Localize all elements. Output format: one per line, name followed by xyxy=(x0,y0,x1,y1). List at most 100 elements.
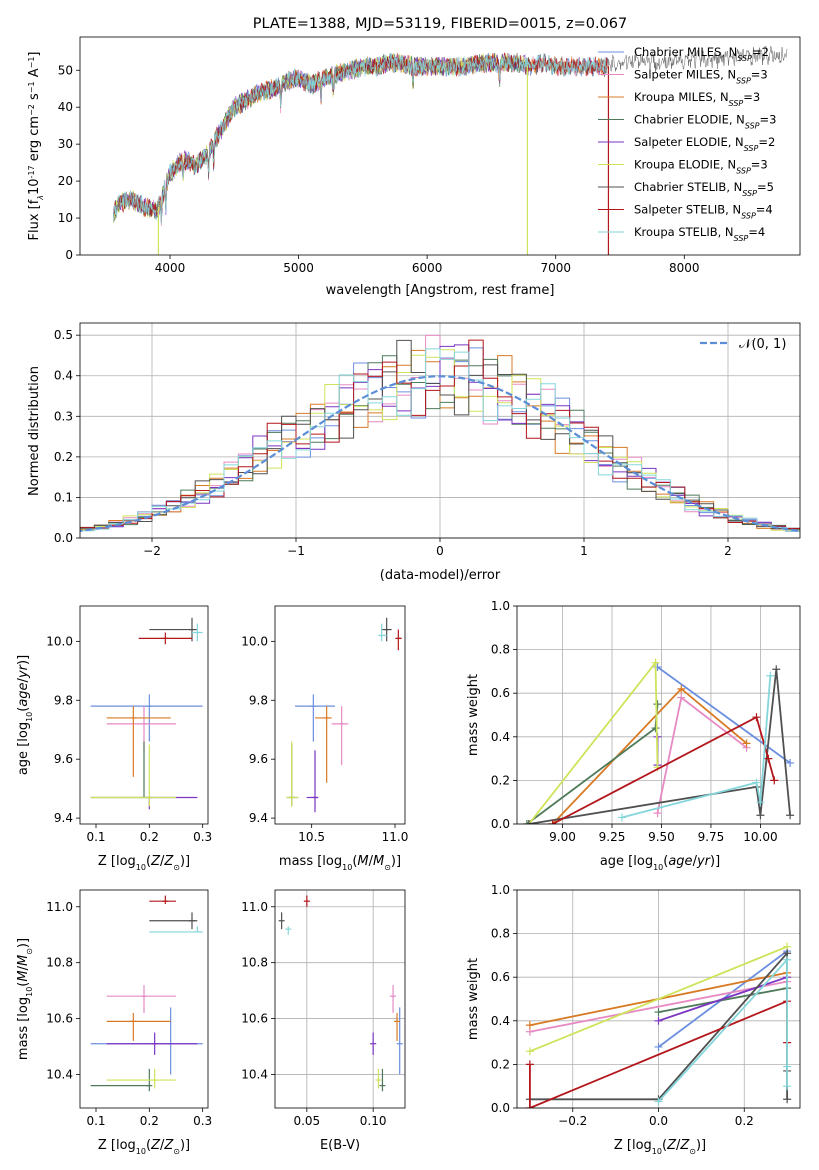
y-tick-label: 0.5 xyxy=(54,328,73,342)
legend-entry: Chabrier STELIB, NSSP=5 xyxy=(634,180,774,198)
x-tick-label: 10.5 xyxy=(298,830,325,844)
x-tick-label: 9.75 xyxy=(698,830,725,844)
x-tick-label: 0.2 xyxy=(140,830,159,844)
weight-marker xyxy=(766,671,775,680)
plot-area-mass_vs_Z xyxy=(90,895,203,1092)
gaussian-curve xyxy=(80,375,800,533)
weight-marker xyxy=(742,739,751,748)
x-tick-label: −1 xyxy=(287,544,305,558)
axes-frame xyxy=(274,605,406,825)
weight-marker xyxy=(654,1016,663,1025)
y-axis-label: mass weight xyxy=(466,958,481,1040)
weight-line-3 xyxy=(658,987,788,1013)
x-tick-label: 0.10 xyxy=(360,1114,387,1128)
x-tick-label: 10.00 xyxy=(743,830,777,844)
x-axis-label: E(B-V) xyxy=(320,1138,360,1153)
weight-marker xyxy=(524,820,533,824)
axes-frame xyxy=(516,889,801,1109)
y-axis-label: mass weight xyxy=(466,674,481,756)
weight-line-5 xyxy=(529,945,788,1053)
axes-frame xyxy=(516,605,801,825)
y-tick-label: 10 xyxy=(58,211,73,225)
y-tick-label: 11.0 xyxy=(241,900,268,914)
spectrum-line-3 xyxy=(113,53,531,221)
y-tick-label: 9.8 xyxy=(249,693,268,707)
axes-frame xyxy=(79,322,801,539)
y-tick-label: 0.8 xyxy=(491,643,510,657)
y-tick-label: 0.4 xyxy=(491,730,510,744)
y-tick-label: 0.2 xyxy=(54,450,73,464)
y-tick-label: 0.4 xyxy=(491,1014,510,1028)
weight-marker xyxy=(783,1095,792,1104)
y-tick-label: 10.8 xyxy=(241,956,268,970)
legend-entry: Chabrier MILES, NSSP=2 xyxy=(634,45,769,63)
weight-marker xyxy=(677,693,686,702)
weight-marker xyxy=(653,809,662,818)
plot-area-age_vs_mass xyxy=(286,617,402,813)
spectrum-line-8 xyxy=(113,52,608,225)
plot-area-age_vs_Z xyxy=(90,617,203,810)
y-tick-label: 1.0 xyxy=(491,883,510,897)
y-tick-label: 9.8 xyxy=(54,693,73,707)
y-tick-label: 9.6 xyxy=(249,752,268,766)
weight-marker xyxy=(783,1082,792,1091)
weight-line-5 xyxy=(528,660,659,824)
y-tick-label: 0.2 xyxy=(491,1057,510,1071)
x-tick-label: 0.2 xyxy=(140,1114,159,1128)
x-axis-label: Z [log10(Z/Z⊙)] xyxy=(614,1138,706,1156)
plot-area-mass_vs_EBV xyxy=(278,895,403,1092)
axes-age_vs_Z: 0.1 0.2 0.3 9.4 9.6 9.8 10.0 xyxy=(46,605,212,844)
x-tick-label: 0.3 xyxy=(193,830,212,844)
weight-marker xyxy=(772,665,781,674)
legend-entry: Chabrier ELODIE, NSSP=3 xyxy=(634,113,776,131)
x-tick-label: 8000 xyxy=(669,261,700,275)
y-tick-label: 10.6 xyxy=(46,1012,73,1026)
x-axis-label: Z [log10(Z/Z⊙)] xyxy=(98,1138,190,1156)
axes-residuals: −2 −1 0 1 2 0.0 0.1 0.2 0.3 0.4 0.5 xyxy=(54,322,801,558)
x-tick-label: 4000 xyxy=(155,261,186,275)
y-tick-label: 10.8 xyxy=(46,956,73,970)
weight-marker xyxy=(770,776,779,785)
x-tick-label: 0.1 xyxy=(86,1114,105,1128)
y-tick-label: 0.6 xyxy=(491,686,510,700)
legend-entry: Salpeter MILES, NSSP=3 xyxy=(634,68,768,86)
plot-area-spectrum xyxy=(113,45,788,255)
y-tick-label: 30 xyxy=(58,137,73,151)
x-tick-label: 0.2 xyxy=(735,1114,754,1128)
x-tick-label: 9.00 xyxy=(549,830,576,844)
weight-marker xyxy=(654,1008,663,1017)
x-tick-label: 0.05 xyxy=(293,1114,320,1128)
legend-entry: Salpeter STELIB, NSSP=4 xyxy=(634,203,773,221)
weight-marker xyxy=(752,713,761,722)
weight-marker xyxy=(525,1021,534,1030)
weight-line-8 xyxy=(657,957,788,1103)
weight-marker xyxy=(651,658,660,667)
axes-frame xyxy=(79,36,801,256)
x-tick-label: 0.0 xyxy=(649,1114,668,1128)
x-tick-label: 0 xyxy=(436,544,444,558)
figure-title: PLATE=1388, MJD=53119, FIBERID=0015, z=0… xyxy=(253,16,627,32)
y-tick-label: 10.4 xyxy=(46,1067,73,1081)
y-tick-label: 10.0 xyxy=(241,634,268,648)
y-tick-label: 11.0 xyxy=(46,900,73,914)
axes-age_vs_mass: 10.5 11.0 9.4 9.6 9.8 10.0 xyxy=(241,605,409,844)
axes-frame xyxy=(79,889,209,1109)
x-tick-label: 6000 xyxy=(412,261,443,275)
y-tick-label: 0.8 xyxy=(491,927,510,941)
x-tick-label: 9.25 xyxy=(599,830,626,844)
x-tick-label: 1 xyxy=(580,544,588,558)
legend-gaussian-label: 𝒩(0, 1) xyxy=(739,337,786,352)
weight-marker xyxy=(752,778,761,787)
weight-marker xyxy=(617,813,626,822)
y-tick-label: 0.0 xyxy=(491,1101,510,1115)
x-tick-label: 2 xyxy=(724,544,732,558)
x-tick-label: −0.2 xyxy=(558,1114,587,1128)
y-tick-label: 0.4 xyxy=(54,369,73,383)
weight-marker xyxy=(522,820,531,824)
x-tick-label: 11.0 xyxy=(382,830,409,844)
weight-marker xyxy=(525,1104,534,1108)
weight-marker xyxy=(783,955,792,964)
y-tick-label: 0.0 xyxy=(54,531,73,545)
x-tick-label: 0.3 xyxy=(193,1114,212,1128)
